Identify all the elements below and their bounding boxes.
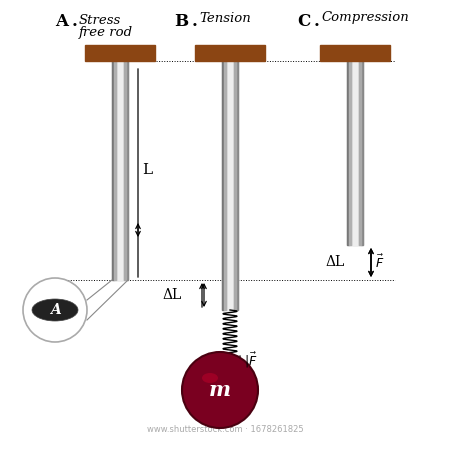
Text: Tension: Tension [199, 12, 251, 25]
Bar [222, 61, 224, 310]
Circle shape [23, 278, 87, 342]
Bar [226, 61, 234, 310]
Bar [353, 61, 357, 245]
Bar [112, 61, 128, 280]
Text: m: m [209, 380, 231, 400]
Bar [228, 61, 232, 310]
Text: ΔL: ΔL [326, 255, 345, 269]
Text: Stress: Stress [79, 14, 121, 27]
Text: A: A [50, 303, 60, 317]
Bar [361, 61, 363, 245]
Bar [351, 61, 359, 245]
Bar [112, 61, 114, 280]
Bar [116, 61, 124, 280]
Text: $\vec{F}$: $\vec{F}$ [375, 254, 384, 271]
Bar [124, 61, 126, 280]
Text: .: . [72, 13, 78, 31]
Bar [114, 61, 116, 280]
Text: Compression: Compression [321, 12, 409, 25]
Bar [224, 61, 226, 310]
Ellipse shape [202, 373, 218, 383]
Text: .: . [314, 13, 320, 31]
Text: $|\vec{F}$: $|\vec{F}$ [244, 350, 257, 370]
Bar [126, 61, 128, 280]
Bar [347, 61, 349, 245]
Bar [117, 61, 122, 280]
Ellipse shape [32, 299, 78, 321]
Text: B: B [174, 13, 188, 31]
Bar [359, 61, 361, 245]
Bar [195, 45, 265, 61]
Text: www.shutterstock.com · 1678261825: www.shutterstock.com · 1678261825 [147, 426, 303, 435]
Bar [234, 61, 236, 310]
Text: C: C [297, 13, 310, 31]
Text: free rod: free rod [79, 26, 133, 39]
Text: L: L [142, 163, 152, 177]
Bar [320, 45, 390, 61]
Circle shape [182, 352, 258, 428]
Bar [222, 61, 238, 310]
Bar [85, 45, 155, 61]
Text: .: . [192, 13, 198, 31]
Bar [349, 61, 351, 245]
Text: ΔL: ΔL [163, 288, 182, 302]
Text: A: A [55, 13, 68, 31]
Bar [347, 61, 363, 245]
Bar [236, 61, 238, 310]
